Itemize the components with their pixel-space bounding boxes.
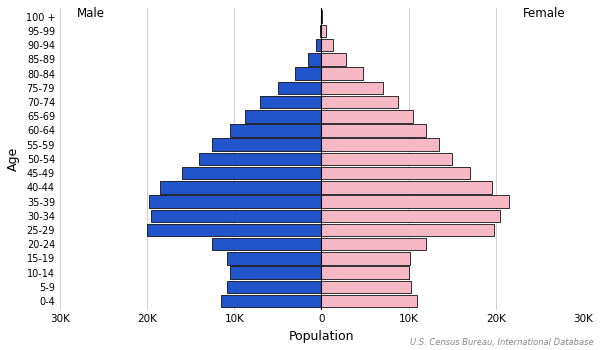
Bar [322,67,364,80]
Bar [182,167,322,180]
Bar [322,124,426,137]
Bar [316,39,322,51]
Bar [320,25,322,37]
Text: U.S. Census Bureau, International Database: U.S. Census Bureau, International Databa… [410,337,594,346]
Bar [322,167,470,180]
Y-axis label: Age: Age [7,147,20,171]
Bar [322,82,383,94]
Bar [149,195,322,208]
Bar [322,39,333,51]
X-axis label: Population: Population [289,330,354,343]
Bar [227,252,322,265]
Bar [260,96,322,108]
Bar [230,124,322,137]
Bar [160,181,322,194]
Bar [322,53,346,66]
Bar [322,238,426,251]
Bar [322,266,409,279]
Bar [322,224,494,236]
Bar [151,210,322,222]
Bar [230,266,322,279]
Text: Female: Female [523,7,566,20]
Bar [322,25,326,37]
Bar [322,195,509,208]
Bar [227,281,322,293]
Bar [322,210,500,222]
Bar [147,224,322,236]
Bar [322,110,413,122]
Bar [322,181,491,194]
Bar [199,153,322,165]
Bar [308,53,322,66]
Bar [278,82,322,94]
Text: Male: Male [77,7,106,20]
Bar [212,139,322,151]
Bar [212,238,322,251]
Bar [295,67,322,80]
Bar [221,295,322,307]
Bar [322,295,418,307]
Bar [245,110,322,122]
Bar [322,281,412,293]
Bar [322,96,398,108]
Bar [322,153,452,165]
Bar [322,139,439,151]
Bar [322,252,410,265]
